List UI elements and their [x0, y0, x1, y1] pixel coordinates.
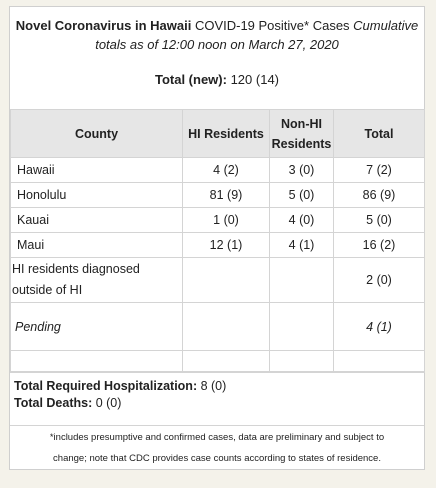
total-label: Total (new): [154, 72, 227, 87]
empty-cell [182, 350, 270, 373]
pending-row: Pending 4 (1) [10, 302, 425, 351]
hi-residents-cell [182, 257, 270, 303]
empty-cell [333, 350, 425, 373]
outside-hi-row: HI residents diagnosed outside of HI 2 (… [10, 257, 425, 303]
non-hi-residents-cell: 5 (0) [269, 182, 334, 208]
county-cell: Honolulu [10, 182, 183, 208]
pending-label: Pending [10, 302, 183, 351]
hi-residents-cell: 81 (9) [182, 182, 270, 208]
header-title-bold: Novel Coronavirus in Hawaii [15, 18, 192, 33]
hi-residents-cell: 1 (0) [182, 207, 270, 233]
deaths-line: Total Deaths: 0 (0) [14, 395, 121, 412]
non-hi-residents-cell: 4 (0) [269, 207, 334, 233]
hospitalization-value: 8 (0) [197, 379, 227, 393]
footnote: *includes presumptive and confirmed case… [10, 425, 424, 470]
total-cell: 86 (9) [333, 182, 425, 208]
card-header: Novel Coronavirus in Hawaii COVID-19 Pos… [10, 7, 424, 109]
col-header-total: Total [333, 109, 425, 158]
table-header-row: County HI Residents Non-HI Residents Tot… [10, 109, 425, 158]
outside-hi-label: HI residents diagnosed outside of HI [10, 257, 183, 303]
hi-residents-cell [182, 302, 270, 351]
total-cell: 2 (0) [333, 257, 425, 303]
non-hi-residents-cell: 4 (1) [269, 232, 334, 258]
county-cell: Maui [10, 232, 183, 258]
total-cell: 5 (0) [333, 207, 425, 233]
footnote-line2: change; note that CDC provides case coun… [53, 453, 381, 464]
non-hi-residents-cell [269, 257, 334, 303]
deaths-value: 0 (0) [92, 396, 122, 410]
col-header-non-hi-line1: Non-HI [281, 116, 322, 131]
summary-block: Total Required Hospitalization: 8 (0) To… [10, 371, 424, 426]
deaths-label: Total Deaths: [14, 396, 93, 410]
empty-cell [10, 350, 183, 373]
county-cell: Kauai [10, 207, 183, 233]
header-title-rest: COVID-19 Positive* Cases [191, 18, 354, 33]
header-title-line: Novel Coronavirus in Hawaii COVID-19 Pos… [10, 16, 424, 35]
empty-row [10, 350, 425, 373]
col-header-hi-residents: HI Residents [182, 109, 270, 158]
covid-case-card: Novel Coronavirus in Hawaii COVID-19 Pos… [9, 6, 425, 470]
total-new-line: Total (new): 120 (14) [10, 70, 424, 89]
hi-residents-cell: 12 (1) [182, 232, 270, 258]
header-subtitle: totals as of 12:00 noon on March 27, 202… [95, 37, 339, 52]
county-cell: Hawaii [10, 157, 183, 183]
table-row: Hawaii 4 (2) 3 (0) 7 (2) [10, 157, 425, 183]
outside-hi-label-line1: HI residents diagnosed [12, 262, 140, 276]
col-header-non-hi-residents: Non-HI Residents [269, 109, 334, 158]
header-title-italic: Cumulative [353, 18, 419, 33]
total-cell: 7 (2) [333, 157, 425, 183]
total-value: 120 (14) [226, 72, 280, 87]
non-hi-residents-cell: 3 (0) [269, 157, 334, 183]
empty-cell [269, 350, 334, 373]
county-cases-table: County HI Residents Non-HI Residents Tot… [10, 109, 425, 373]
total-cell: 4 (1) [333, 302, 425, 351]
table-row: Maui 12 (1) 4 (1) 16 (2) [10, 232, 425, 258]
non-hi-residents-cell [269, 302, 334, 351]
total-cell: 16 (2) [333, 232, 425, 258]
outside-hi-label-line2: outside of HI [12, 283, 83, 297]
hospitalization-line: Total Required Hospitalization: 8 (0) [14, 378, 226, 395]
col-header-non-hi-line2: Residents [271, 136, 332, 151]
hi-residents-cell: 4 (2) [182, 157, 270, 183]
hospitalization-label: Total Required Hospitalization: [14, 379, 198, 393]
table-row: Honolulu 81 (9) 5 (0) 86 (9) [10, 182, 425, 208]
col-header-county: County [10, 109, 183, 158]
footnote-line1: *includes presumptive and confirmed case… [49, 432, 385, 443]
table-row: Kauai 1 (0) 4 (0) 5 (0) [10, 207, 425, 233]
